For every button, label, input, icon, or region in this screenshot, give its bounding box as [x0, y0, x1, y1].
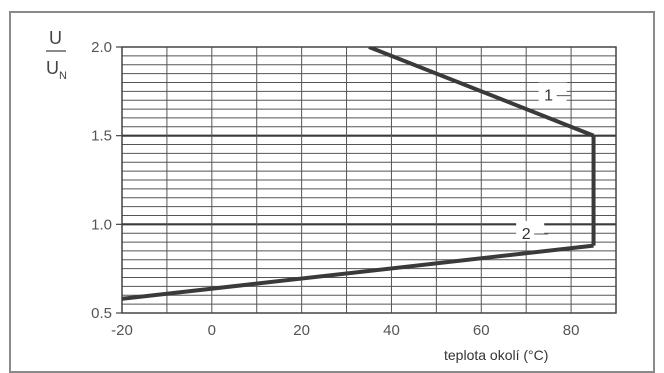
annotations-group: 12: [516, 82, 571, 243]
x-tick-label: 80: [563, 322, 580, 339]
x-tick-label: 20: [293, 322, 310, 339]
y-label-denominator: U: [46, 58, 59, 78]
annotation-label-2: 2: [522, 226, 531, 243]
annotation-label-1: 1: [544, 88, 553, 105]
y-tick-labels: 0.5 1.0 1.5 2.0: [91, 39, 122, 322]
y-label-numerator: U: [49, 28, 62, 48]
x-tick-labels: -20 0 20 40 60 80: [111, 322, 579, 339]
outer-frame: [9, 11, 655, 373]
annotation-bg: [516, 220, 545, 241]
x-axis-label: teplota okolí (°C): [444, 347, 548, 363]
x-tick-label: 60: [473, 322, 490, 339]
annotation-bg: [538, 82, 567, 103]
y-tick-label: 1.0: [91, 216, 112, 233]
y-tick-label: 0.5: [91, 305, 112, 322]
series-group: [122, 47, 596, 301]
y-label-subscript: N: [59, 70, 67, 82]
y-tick-label: 2.0: [91, 39, 112, 56]
x-tick-label: -20: [111, 322, 133, 339]
x-tick-label: 0: [208, 322, 216, 339]
y-tick-label: 1.5: [91, 128, 112, 145]
x-tick-label: 40: [383, 322, 400, 339]
series-line-1: [368, 47, 595, 138]
grid: [121, 46, 617, 314]
series-line-2: [122, 243, 594, 301]
